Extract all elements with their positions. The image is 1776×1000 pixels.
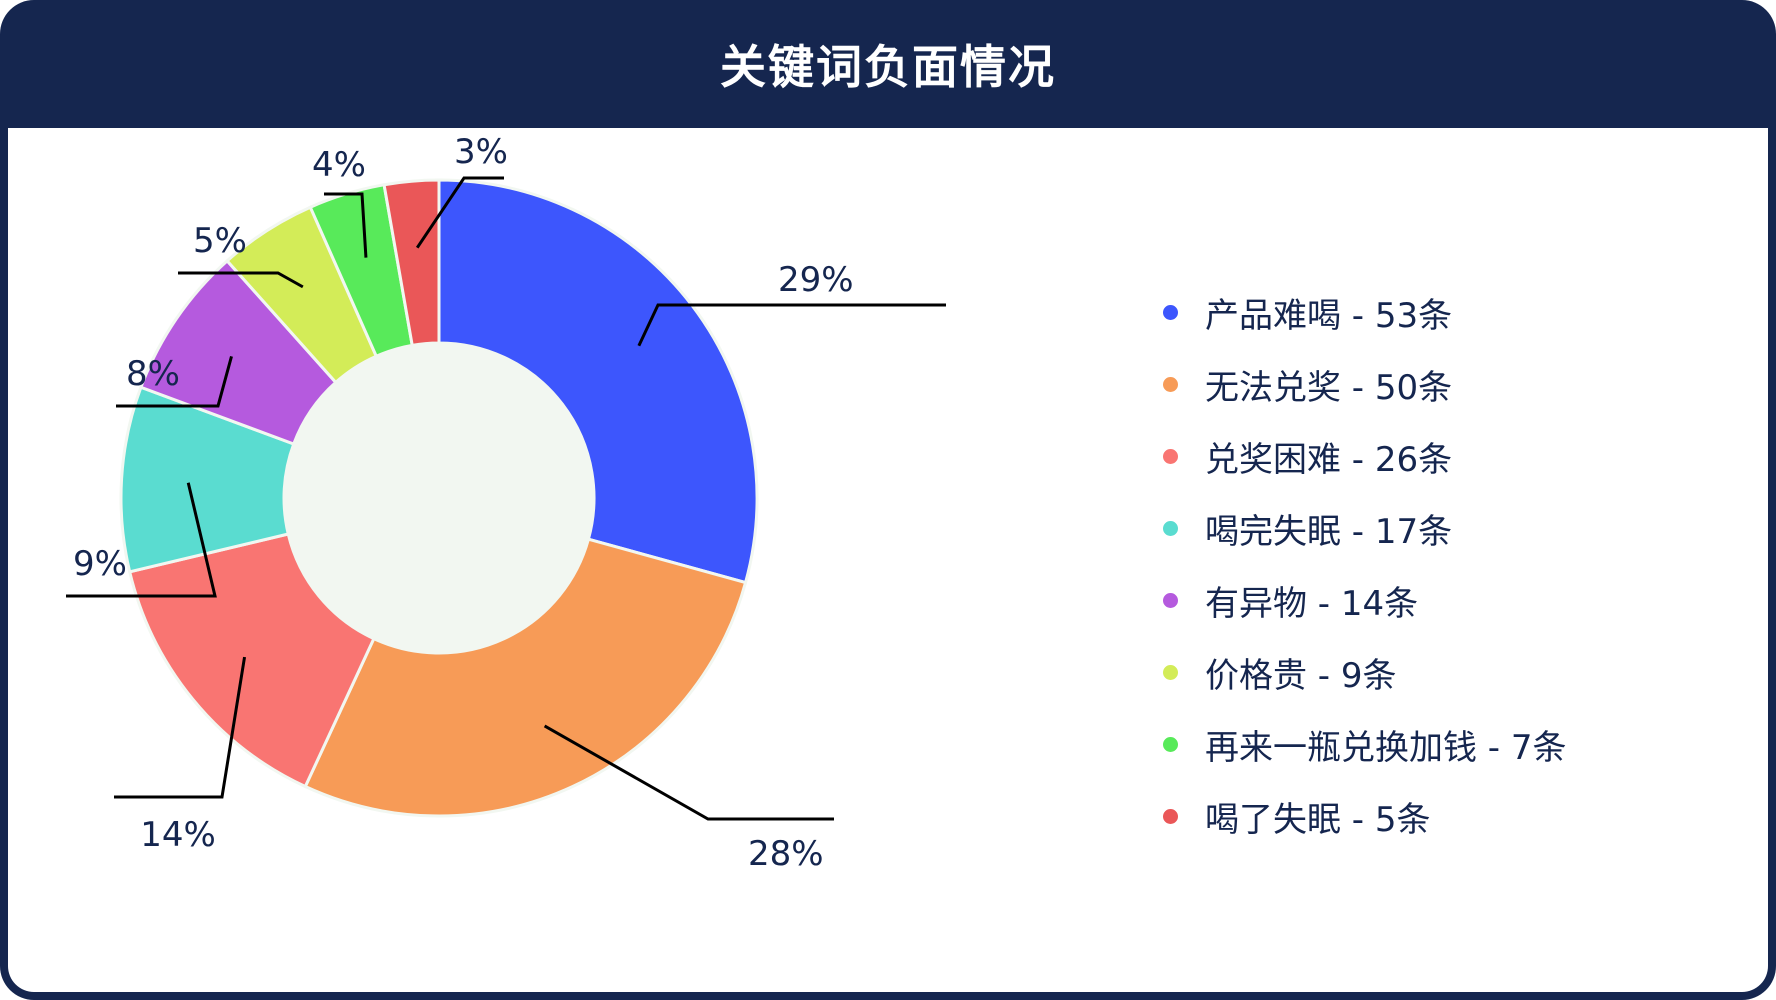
legend-dot-icon [1163,592,1178,608]
pie-slice-2[interactable] [303,537,748,818]
percent-label-3: 14% [140,815,216,855]
legend-label: 无法兑奖 - 50条 [1205,367,1453,408]
percent-label-2: 28% [748,834,824,874]
legend-dot-icon [1163,520,1178,536]
leader-line-6 [178,271,304,289]
leader-line-3 [114,656,247,799]
percent-label-6: 5% [193,221,247,261]
pie-slice-8[interactable] [382,178,441,348]
leader-line-2 [543,724,834,821]
legend-dot-icon [1163,304,1178,320]
percent-label-5: 8% [126,354,180,394]
leader-line-4 [66,482,217,598]
legend-dot-icon [1163,736,1178,752]
legend-item-7[interactable]: 再来一瓶兑换加钱 - 7条 [1163,708,1567,780]
percent-label-7: 4% [312,145,366,185]
leader-line-8 [415,176,504,249]
legend-label: 价格贵 - 9条 [1205,655,1397,696]
legend-item-5[interactable]: 有异物 - 14条 [1163,564,1567,636]
legend: 产品难喝 - 53条 无法兑奖 - 50条 兑奖困难 - 26条 喝完失眠 - 17条… [1163,276,1567,852]
percent-label-1: 29% [778,260,854,300]
leader-line-5 [116,356,233,408]
legend-item-4[interactable]: 喝完失眠 - 17条 [1163,492,1567,564]
legend-dot-icon [1163,376,1178,392]
legend-item-3[interactable]: 兑奖困难 - 26条 [1163,420,1567,492]
legend-item-2[interactable]: 无法兑奖 - 50条 [1163,348,1567,420]
chart-panel: 29% 28% 14% 9% 8% 5% 4% 3% 产品难喝 - 53条 无法兑奖 - 50条… [8,128,1768,992]
legend-item-8[interactable]: 喝了失眠 - 5条 [1163,780,1567,852]
header-bar: 关键词负面情况 [0,0,1776,128]
donut-chart: 29% 28% 14% 9% 8% 5% 4% 3% [66,132,946,874]
donut-hole [284,343,594,653]
legend-label: 兑奖困难 - 26条 [1205,439,1453,480]
legend-dot-icon [1163,664,1178,680]
legend-item-6[interactable]: 价格贵 - 9条 [1163,636,1567,708]
legend-label: 再来一瓶兑换加钱 - 7条 [1205,727,1567,768]
legend-label: 产品难喝 - 53条 [1205,295,1453,336]
chart-title: 关键词负面情况 [720,40,1056,94]
pie-slice-1[interactable] [437,178,759,585]
legend-label: 有异物 - 14条 [1205,583,1419,624]
legend-item-1[interactable]: 产品难喝 - 53条 [1163,276,1567,348]
percent-label-8: 3% [454,132,508,172]
leader-line-1 [637,303,946,347]
legend-label: 喝了失眠 - 5条 [1205,799,1431,840]
legend-dot-icon [1163,808,1178,824]
legend-dot-icon [1163,448,1178,464]
legend-label: 喝完失眠 - 17条 [1205,511,1453,552]
leader-line-7 [324,192,368,258]
percent-label-4: 9% [73,544,127,584]
